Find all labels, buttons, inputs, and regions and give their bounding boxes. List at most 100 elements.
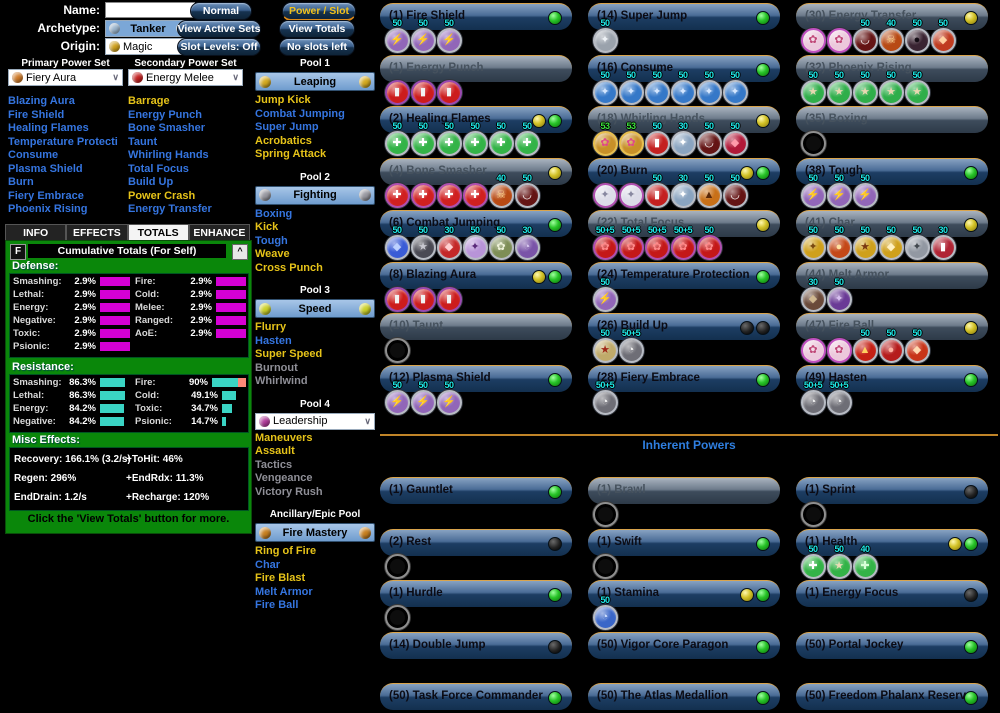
- primary-power-burn[interactable]: Burn: [8, 176, 34, 188]
- recharge-io[interactable]: 50+5 ◔: [618, 328, 644, 364]
- secondary-power-total-focus[interactable]: Total Focus: [128, 162, 189, 175]
- defense-io[interactable]: 50 ⚡: [384, 18, 410, 53]
- pool-select-fire-mastery[interactable]: Fire Mastery: [255, 523, 375, 542]
- power-bar[interactable]: (4) Bone Smasher: [380, 158, 572, 186]
- tab-info[interactable]: INFO: [5, 224, 67, 240]
- defense-io[interactable]: 50 ⚡: [436, 18, 462, 53]
- hold-set-enh[interactable]: 50 ★: [852, 225, 878, 260]
- heal-set-enh[interactable]: 50 ★: [852, 70, 878, 105]
- pool-power-melt-armor[interactable]: Melt Armor: [255, 585, 313, 598]
- power-bar[interactable]: (50) The Atlas Medallion: [588, 683, 780, 711]
- defense-io[interactable]: 50 ⚡: [436, 380, 462, 415]
- power-bar[interactable]: (35) Boxing: [796, 106, 988, 134]
- pool-select-leaping[interactable]: Leaping: [255, 72, 375, 91]
- defense-set-enh[interactable]: 50 ✿: [488, 225, 514, 260]
- superior-set-enh[interactable]: ✿: [826, 18, 852, 53]
- endmod-set-enh[interactable]: 50 ✦: [670, 70, 696, 105]
- endmod-set-enh[interactable]: 50 ✦: [644, 70, 670, 105]
- defense-io[interactable]: 50 ⚡: [800, 173, 826, 209]
- winter-set-enh[interactable]: 53 ✿: [592, 121, 618, 157]
- power-bar[interactable]: (2) Healing Flames: [380, 106, 572, 134]
- pool-power-cross-punch[interactable]: Cross Punch: [255, 261, 323, 274]
- defense-io[interactable]: 50 ⚡: [852, 173, 878, 209]
- empty-slot[interactable]: [384, 328, 410, 364]
- heal-set-enh[interactable]: 50 ✚: [436, 121, 462, 157]
- defense-set-enh[interactable]: 50 ✦: [462, 225, 488, 260]
- pool-power-hasten[interactable]: Hasten: [255, 334, 292, 347]
- heal-set-enh[interactable]: 50 ✚: [488, 121, 514, 157]
- hold-set-enh[interactable]: 30 ▮: [930, 225, 956, 260]
- defense-io[interactable]: 50 ⚡: [826, 173, 852, 209]
- heal-set-enh[interactable]: 50 ✚: [462, 121, 488, 157]
- power-bar[interactable]: (1) Health: [796, 528, 988, 556]
- hecatomb-enh[interactable]: 50 ✿: [696, 225, 722, 260]
- secondary-power-taunt[interactable]: Taunt: [128, 135, 158, 148]
- power-bar[interactable]: (14) Double Jump: [380, 631, 572, 659]
- power-slot-button[interactable]: Power / Slot: [282, 2, 356, 21]
- pool-power-ring-of-fire[interactable]: Ring of Fire: [255, 545, 317, 557]
- heal-io[interactable]: 40 ✚: [852, 544, 878, 579]
- empty-slot[interactable]: [384, 595, 410, 631]
- superior-set-enh[interactable]: ✿: [826, 328, 852, 364]
- defense-debuff-enh[interactable]: 50 ✦: [826, 277, 852, 312]
- power-bar[interactable]: (1) Sprint: [796, 477, 988, 504]
- armageddon-enh[interactable]: ✦: [592, 173, 618, 209]
- hecatomb-enh[interactable]: 50+5 ✿: [618, 225, 644, 260]
- taunt-set-enh[interactable]: 50 ◡: [514, 173, 540, 209]
- power-bar[interactable]: (1) Swift: [588, 528, 780, 556]
- melee-set-enh[interactable]: ✚: [384, 173, 410, 209]
- primary-power-fiery-embrace[interactable]: Fiery Embrace: [8, 189, 84, 202]
- secondary-power-power-crash[interactable]: Power Crash: [128, 189, 196, 202]
- melee-set-enh[interactable]: 50 ◆: [722, 121, 748, 157]
- no-slots-left-button[interactable]: No slots left: [279, 38, 355, 56]
- endmod-set-enh[interactable]: 50 ✦: [618, 70, 644, 105]
- taunt-set-enh[interactable]: 50 ◡: [696, 121, 722, 157]
- taunt-set-enh[interactable]: 50 ◡: [722, 173, 748, 209]
- fury-set-enh[interactable]: 50 ▲: [696, 173, 722, 209]
- melee-set-enh[interactable]: ✚: [410, 173, 436, 209]
- pool-power-kick[interactable]: Kick: [255, 221, 279, 233]
- power-bar[interactable]: (1) Energy Focus: [796, 580, 988, 608]
- damage-set-enh[interactable]: 50 ◆: [904, 328, 930, 364]
- melee-set-enh[interactable]: ✚: [436, 173, 462, 209]
- recharge-io[interactable]: 50+5 ◔: [800, 380, 826, 415]
- gaussian-enh[interactable]: 50 ★: [592, 328, 618, 364]
- pool-power-combat-jumping[interactable]: Combat Jumping: [255, 107, 345, 120]
- pool-power-super-speed[interactable]: Super Speed: [255, 348, 323, 360]
- melee-set-enh[interactable]: 50 ▮: [644, 121, 670, 157]
- pool-power-whirlwind[interactable]: Whirlwind: [255, 375, 308, 387]
- power-bar[interactable]: (32) Phoenix Rising: [796, 54, 988, 82]
- power-bar[interactable]: (38) Tough: [796, 158, 988, 186]
- tab-effects[interactable]: EFFECTS: [66, 224, 128, 240]
- power-bar[interactable]: (6) Combat Jumping: [380, 209, 572, 237]
- hold-set-enh[interactable]: 50 ●: [826, 225, 852, 260]
- power-bar[interactable]: (12) Plasma Shield: [380, 364, 572, 392]
- endmod-set-enh[interactable]: 50 ✦: [696, 70, 722, 105]
- power-bar[interactable]: (18) Whirling Hands: [588, 106, 780, 134]
- pool-power-victory-rush[interactable]: Victory Rush: [255, 485, 323, 498]
- damage-set-enh[interactable]: 50 ▮: [644, 173, 670, 209]
- power-bar[interactable]: (8) Blazing Aura: [380, 261, 572, 289]
- damage-io[interactable]: ▮: [436, 70, 462, 105]
- damage-io[interactable]: ▮: [410, 70, 436, 105]
- power-bar[interactable]: (49) Hasten: [796, 364, 988, 392]
- primary-power-healing-flames[interactable]: Healing Flames: [8, 122, 89, 134]
- empty-slot[interactable]: [384, 544, 410, 579]
- pool-power-vengeance[interactable]: Vengeance: [255, 472, 313, 484]
- power-bar[interactable]: (1) Hurdle: [380, 580, 572, 608]
- melee-set-enh[interactable]: ✚: [462, 173, 488, 209]
- power-bar[interactable]: (50) Vigor Core Paragon: [588, 631, 780, 659]
- empty-slot[interactable]: [800, 121, 826, 157]
- secondary-power-whirling-hands[interactable]: Whirling Hands: [128, 149, 209, 161]
- defense-io[interactable]: 50 ⚡: [592, 277, 618, 312]
- primary-power-plasma-shield[interactable]: Plasma Shield: [8, 162, 83, 175]
- pool-power-fire-blast[interactable]: Fire Blast: [255, 572, 306, 584]
- damage-io[interactable]: ▮: [410, 277, 436, 312]
- melee-set-enh[interactable]: 50 ●: [904, 18, 930, 53]
- power-bar[interactable]: (1) Stamina: [588, 580, 780, 608]
- hecatomb-enh[interactable]: 50+5 ✿: [592, 225, 618, 260]
- defense-set-enh[interactable]: 30 ◔: [514, 225, 540, 260]
- secondary-powerset-select[interactable]: Energy Melee ∨: [128, 69, 243, 86]
- power-bar[interactable]: (50) Freedom Phalanx Reserve: [796, 683, 988, 711]
- power-bar[interactable]: (10) Taunt: [380, 313, 572, 341]
